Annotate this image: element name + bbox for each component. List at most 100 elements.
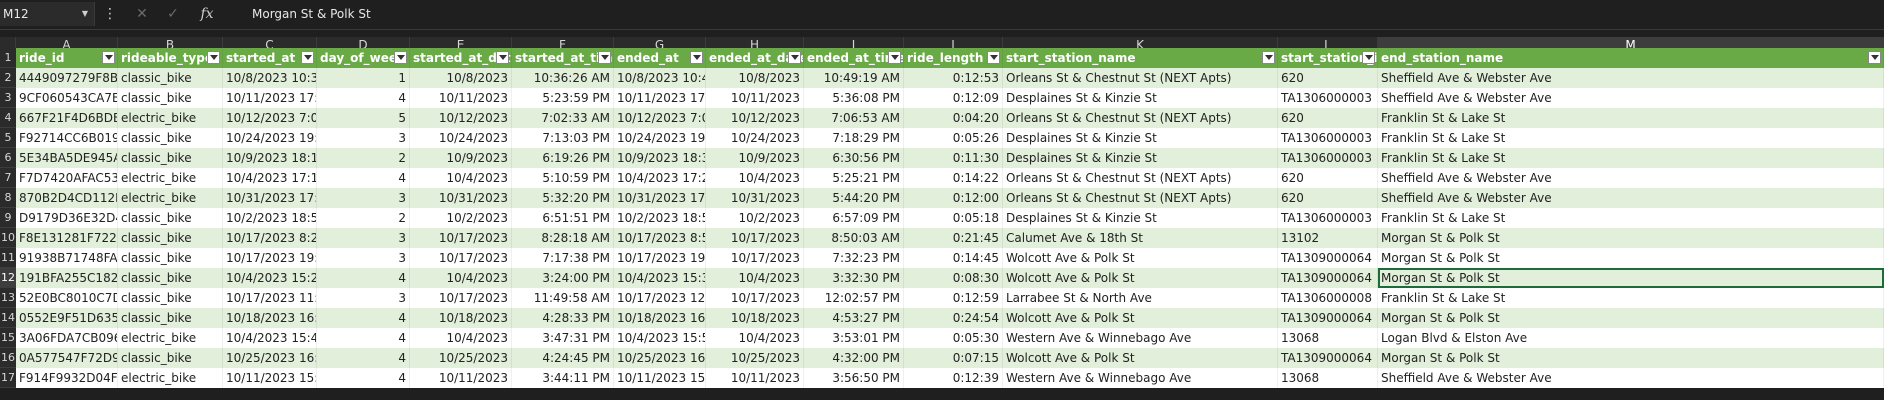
table-cell[interactable]: 4 bbox=[317, 368, 410, 388]
table-cell[interactable]: Sheffield Ave & Webster Ave bbox=[1378, 368, 1884, 388]
filter-dropdown-icon[interactable] bbox=[987, 51, 1000, 64]
table-cell[interactable]: 4 bbox=[317, 308, 410, 328]
table-cell[interactable]: Wolcott Ave & Polk St bbox=[1003, 248, 1278, 268]
table-cell[interactable]: 667F21F4D6BDE69C bbox=[16, 108, 118, 128]
header-cell-ride-length[interactable]: ride_length bbox=[904, 48, 1003, 68]
table-cell[interactable]: TA1309000064 bbox=[1278, 308, 1378, 328]
row-header[interactable]: 2 bbox=[0, 68, 16, 88]
row-header[interactable]: 10 bbox=[0, 228, 16, 248]
table-cell[interactable]: 10/11/2023 15:56 bbox=[614, 368, 706, 388]
table-cell[interactable]: 10/18/2023 bbox=[706, 308, 804, 328]
table-cell[interactable]: 10/4/2023 15:32 bbox=[614, 268, 706, 288]
header-cell-rideable-type[interactable]: rideable_type bbox=[118, 48, 223, 68]
table-cell[interactable]: 10/8/2023 10:36 bbox=[223, 68, 317, 88]
table-cell[interactable]: 5:23:59 PM bbox=[512, 88, 614, 108]
table-cell[interactable]: 10/11/2023 15:44 bbox=[223, 368, 317, 388]
table-cell[interactable]: 5E34BA5DE945A9CC bbox=[16, 148, 118, 168]
table-cell[interactable]: Desplaines St & Kinzie St bbox=[1003, 148, 1278, 168]
table-cell[interactable]: TA1309000064 bbox=[1278, 268, 1378, 288]
table-cell[interactable]: Franklin St & Lake St bbox=[1378, 288, 1884, 308]
table-cell[interactable]: 10/4/2023 bbox=[410, 168, 512, 188]
table-cell[interactable]: Desplaines St & Kinzie St bbox=[1003, 208, 1278, 228]
table-cell[interactable]: 10/11/2023 bbox=[410, 368, 512, 388]
table-cell[interactable]: 10/4/2023 bbox=[706, 268, 804, 288]
row-header[interactable]: 7 bbox=[0, 168, 16, 188]
table-cell[interactable]: 10:36:26 AM bbox=[512, 68, 614, 88]
table-cell[interactable]: 5:25:21 PM bbox=[804, 168, 904, 188]
table-cell[interactable]: 10/4/2023 17:10 bbox=[223, 168, 317, 188]
table-cell[interactable]: 4 bbox=[317, 268, 410, 288]
table-cell[interactable]: electric_bike bbox=[118, 188, 223, 208]
filter-dropdown-icon[interactable] bbox=[102, 51, 115, 64]
row-header[interactable]: 17 bbox=[0, 368, 16, 388]
table-cell[interactable]: 10/9/2023 18:30 bbox=[614, 148, 706, 168]
table-cell[interactable]: 0:08:30 bbox=[904, 268, 1003, 288]
table-cell[interactable]: 0A577547F72D98C9 bbox=[16, 348, 118, 368]
table-cell[interactable]: 10/25/2023 16:32 bbox=[614, 348, 706, 368]
table-cell[interactable]: Sheffield Ave & Webster Ave bbox=[1378, 88, 1884, 108]
table-cell[interactable]: 10/25/2023 16:24 bbox=[223, 348, 317, 368]
table-cell[interactable]: Desplaines St & Kinzie St bbox=[1003, 88, 1278, 108]
header-cell-start-station-name[interactable]: start_station_name bbox=[1003, 48, 1278, 68]
header-cell-started-at-time[interactable]: started_at_time bbox=[512, 48, 614, 68]
table-cell[interactable]: 10/17/2023 19:32 bbox=[614, 248, 706, 268]
table-cell[interactable]: 10:49:19 AM bbox=[804, 68, 904, 88]
column-header-k[interactable]: K bbox=[1003, 37, 1278, 53]
table-cell[interactable]: 10/4/2023 15:24 bbox=[223, 268, 317, 288]
table-cell[interactable]: 10/2/2023 bbox=[410, 208, 512, 228]
table-cell[interactable]: 10/2/2023 bbox=[706, 208, 804, 228]
table-cell[interactable]: 3 bbox=[317, 128, 410, 148]
table-cell[interactable]: 10/4/2023 bbox=[410, 268, 512, 288]
table-cell[interactable]: 10/25/2023 bbox=[706, 348, 804, 368]
header-cell-started-at-date[interactable]: started_at_date bbox=[410, 48, 512, 68]
table-cell[interactable]: Morgan St & Polk St bbox=[1378, 268, 1884, 288]
table-cell[interactable]: classic_bike bbox=[118, 88, 223, 108]
table-cell[interactable]: Wolcott Ave & Polk St bbox=[1003, 268, 1278, 288]
table-cell[interactable]: F92714CC6B019B96 bbox=[16, 128, 118, 148]
table-cell[interactable]: 10/9/2023 18:19 bbox=[223, 148, 317, 168]
table-cell[interactable]: F7D7420AFAC53CD9 bbox=[16, 168, 118, 188]
table-cell[interactable]: 191BFA255C1820FC bbox=[16, 268, 118, 288]
table-cell[interactable]: 4:53:27 PM bbox=[804, 308, 904, 328]
table-cell[interactable]: 10/17/2023 12:02 bbox=[614, 288, 706, 308]
column-header-i[interactable]: I bbox=[804, 37, 904, 53]
table-cell[interactable]: 0:12:53 bbox=[904, 68, 1003, 88]
table-cell[interactable]: 11:49:58 AM bbox=[512, 288, 614, 308]
table-cell[interactable]: 0:04:20 bbox=[904, 108, 1003, 128]
table-cell[interactable]: 6:19:26 PM bbox=[512, 148, 614, 168]
table-cell[interactable]: TA1306000003 bbox=[1278, 128, 1378, 148]
table-cell[interactable]: 12:02:57 PM bbox=[804, 288, 904, 308]
formula-input[interactable]: Morgan St & Polk St bbox=[252, 7, 371, 21]
table-cell[interactable]: 10/31/2023 bbox=[706, 188, 804, 208]
table-cell[interactable]: 10/12/2023 7:02 bbox=[223, 108, 317, 128]
table-cell[interactable]: 2 bbox=[317, 208, 410, 228]
table-cell[interactable]: classic_bike bbox=[118, 128, 223, 148]
filter-dropdown-icon[interactable] bbox=[496, 51, 509, 64]
table-cell[interactable]: 10/12/2023 bbox=[706, 108, 804, 128]
insert-function-icon[interactable]: fx bbox=[200, 6, 214, 22]
table-cell[interactable]: 10/25/2023 bbox=[410, 348, 512, 368]
table-cell[interactable]: 0:05:30 bbox=[904, 328, 1003, 348]
table-cell[interactable]: Morgan St & Polk St bbox=[1378, 248, 1884, 268]
table-cell[interactable]: 10/11/2023 bbox=[706, 368, 804, 388]
column-header-c[interactable]: C bbox=[223, 37, 317, 53]
table-cell[interactable]: 10/17/2023 bbox=[706, 288, 804, 308]
filter-dropdown-icon[interactable] bbox=[394, 51, 407, 64]
filter-dropdown-icon[interactable] bbox=[888, 51, 901, 64]
cancel-icon[interactable]: ✕ bbox=[136, 6, 148, 22]
table-cell[interactable]: 0552E9F51D63509C bbox=[16, 308, 118, 328]
table-cell[interactable]: classic_bike bbox=[118, 148, 223, 168]
header-cell-ended-at[interactable]: ended_at bbox=[614, 48, 706, 68]
table-cell[interactable]: 6:57:09 PM bbox=[804, 208, 904, 228]
table-cell[interactable]: 10/17/2023 bbox=[706, 248, 804, 268]
table-cell[interactable]: Orleans St & Chestnut St (NEXT Apts) bbox=[1003, 188, 1278, 208]
table-cell[interactable]: 10/31/2023 17:44 bbox=[614, 188, 706, 208]
row-header[interactable]: 13 bbox=[0, 288, 16, 308]
table-cell[interactable]: classic_bike bbox=[118, 68, 223, 88]
table-cell[interactable]: 10/8/2023 bbox=[706, 68, 804, 88]
table-cell[interactable]: Orleans St & Chestnut St (NEXT Apts) bbox=[1003, 168, 1278, 188]
table-cell[interactable]: Morgan St & Polk St bbox=[1378, 348, 1884, 368]
table-cell[interactable]: 10/24/2023 bbox=[706, 128, 804, 148]
select-all-corner[interactable] bbox=[0, 37, 16, 53]
row-header[interactable]: 5 bbox=[0, 128, 16, 148]
